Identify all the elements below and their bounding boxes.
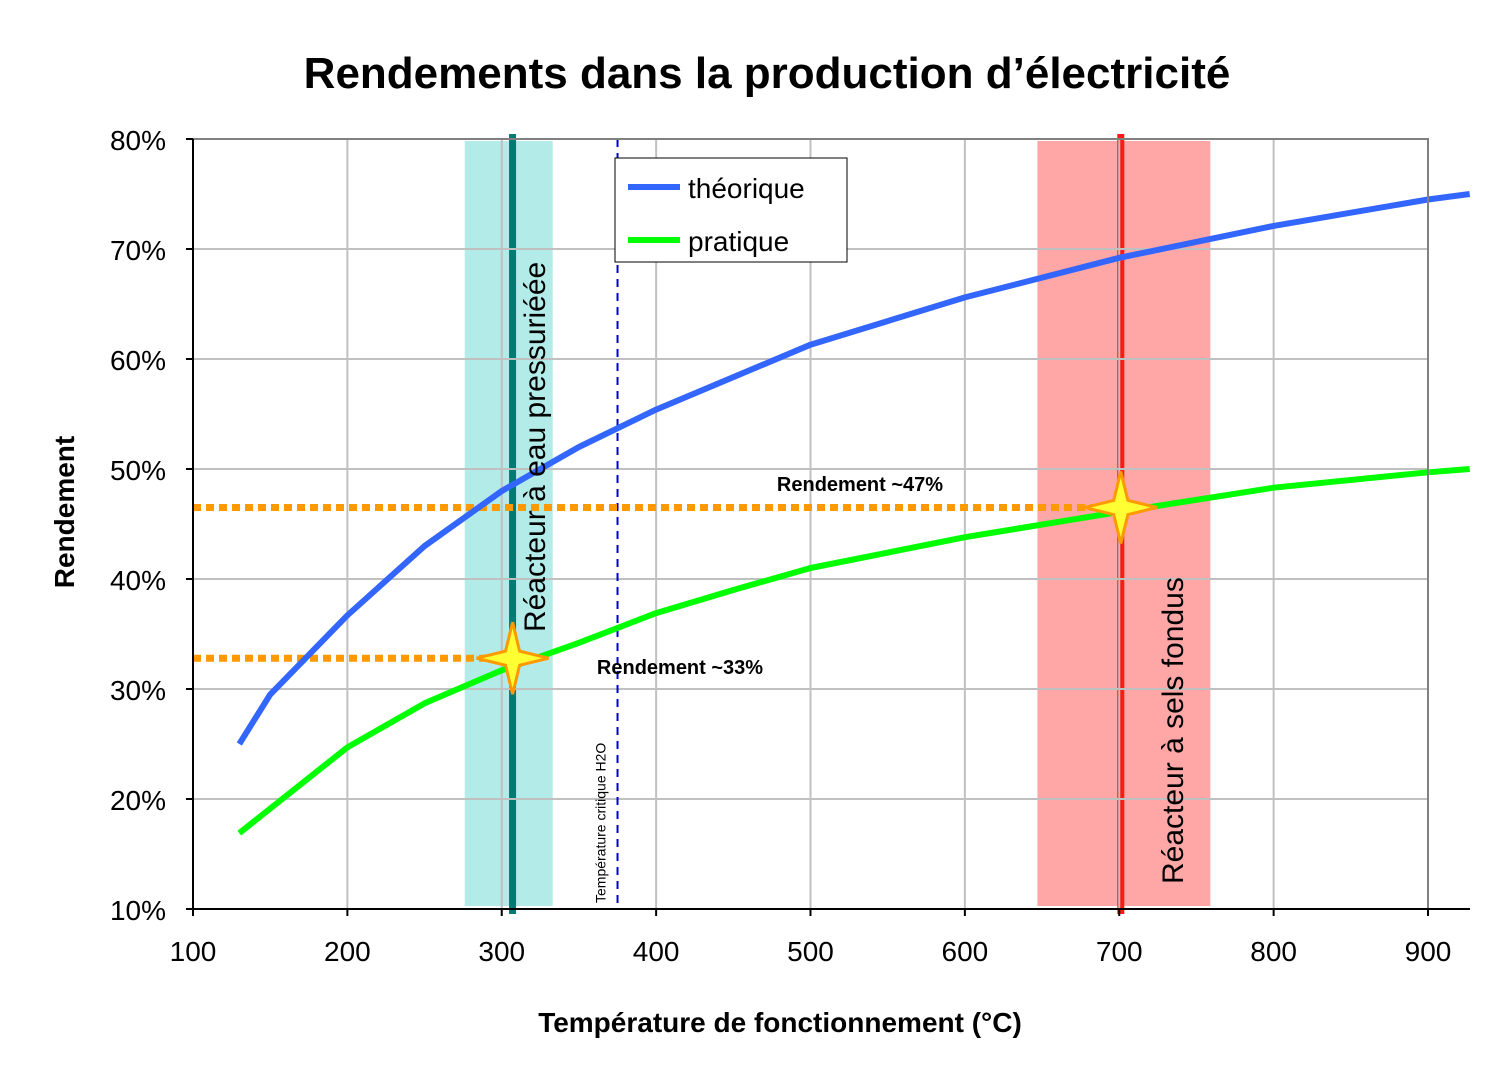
- y-tick-label: 60%: [110, 345, 166, 376]
- x-tick-label: 500: [787, 936, 834, 967]
- y-tick-label: 50%: [110, 455, 166, 486]
- x-tick-label: 900: [1405, 936, 1452, 967]
- y-tick-label: 20%: [110, 785, 166, 816]
- y-tick-label: 80%: [110, 125, 166, 156]
- x-tick-label: 200: [324, 936, 371, 967]
- x-tick-label: 300: [478, 936, 525, 967]
- star-marker-0: [1084, 471, 1158, 544]
- legend-label-pratique: pratique: [688, 226, 789, 257]
- critical-temperature-label: Température critique H2O: [593, 743, 609, 903]
- x-tick-label: 100: [170, 936, 217, 967]
- band-label-pwr: Réacteur à eau pressuriéée: [519, 262, 552, 632]
- chart-title: Rendements dans la production d’électric…: [304, 49, 1231, 98]
- x-tick-label: 600: [942, 936, 989, 967]
- series-line-pratique: [237, 466, 1470, 836]
- band-label-msr: Réacteur à sels fondus: [1157, 577, 1190, 884]
- y-tick-label: 10%: [110, 895, 166, 926]
- annotation-label-47: Rendement ~47%: [777, 474, 943, 496]
- y-tick-label: 30%: [110, 675, 166, 706]
- y-tick-label: 40%: [110, 565, 166, 596]
- band-0: [464, 141, 553, 906]
- x-tick-label: 400: [633, 936, 680, 967]
- x-axis-label: Température de fonctionnement (°C): [538, 1007, 1022, 1038]
- legend-box: [614, 157, 848, 263]
- y-axis-label: Rendement: [49, 436, 80, 588]
- y-tick-label: 70%: [110, 235, 166, 266]
- x-tick-label: 700: [1096, 936, 1143, 967]
- star-marker-1: [476, 621, 549, 695]
- legend: théorique pratique: [614, 157, 848, 263]
- legend-label-theorique: théorique: [688, 173, 805, 204]
- annotation-label-33: Rendement ~33%: [597, 657, 763, 679]
- x-tick-label: 800: [1250, 936, 1297, 967]
